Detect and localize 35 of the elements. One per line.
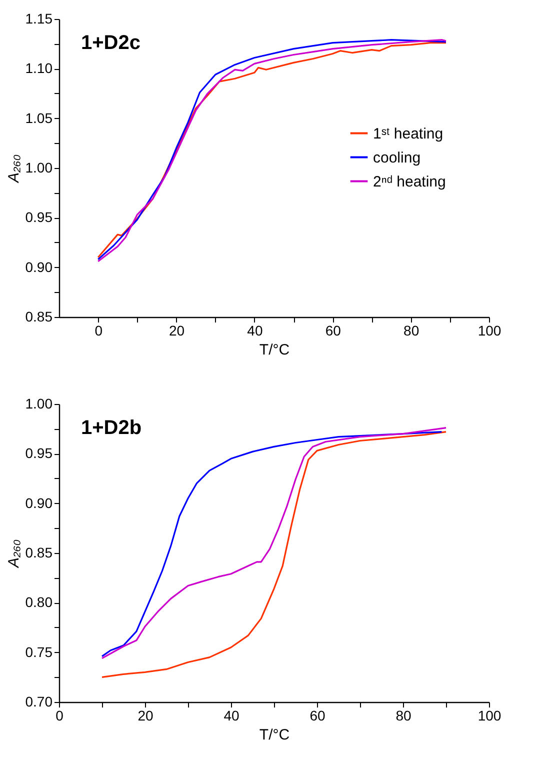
x-tick-label: 0 — [94, 322, 103, 338]
x-tick-label: 40 — [247, 322, 263, 338]
x-axis-title: T/°C — [259, 342, 290, 358]
y-axis-title: A₂₆₀ — [5, 539, 22, 569]
y-tick-label: 1.00 — [25, 396, 53, 412]
x-tick-label: 80 — [404, 322, 420, 338]
x-tick-label: 100 — [478, 322, 502, 338]
legend-label: 2ⁿᵈ heating — [373, 173, 446, 190]
y-tick-label: 1.15 — [25, 10, 53, 26]
y-axis-title: A₂₆₀ — [5, 154, 22, 184]
y-tick-label: 0.80 — [25, 594, 53, 610]
x-tick-label: 60 — [325, 322, 342, 338]
x-axis-title: T/°C — [259, 726, 290, 744]
legend-label: 1ˢᵗ heating — [373, 125, 444, 142]
y-tick-label: 0.90 — [25, 258, 53, 275]
y-tick-label: 0.75 — [25, 644, 53, 660]
y-tick-label: 1.00 — [25, 160, 53, 176]
y-tick-label: 1.10 — [25, 60, 53, 76]
x-tick-label: 20 — [138, 708, 154, 724]
y-tick-label: 1.05 — [25, 110, 53, 126]
annotation: 1+D2c — [81, 32, 140, 54]
y-tick-label: 0.85 — [25, 544, 53, 560]
x-tick-label: 20 — [168, 322, 185, 338]
y-tick-label: 0.95 — [25, 445, 53, 462]
y-tick-label: 0.95 — [25, 209, 53, 226]
x-tick-label: 80 — [396, 708, 412, 724]
x-tick-label: 100 — [478, 708, 502, 724]
y-tick-label: 0.70 — [25, 694, 53, 710]
x-tick-label: 40 — [224, 708, 240, 724]
legend-label: cooling — [373, 149, 421, 166]
annotation: 1+D2b — [81, 417, 142, 439]
x-tick-label: 60 — [310, 708, 326, 724]
x-tick-label: 0 — [56, 708, 64, 724]
y-tick-label: 0.85 — [25, 308, 53, 324]
y-tick-label: 0.90 — [25, 494, 53, 511]
